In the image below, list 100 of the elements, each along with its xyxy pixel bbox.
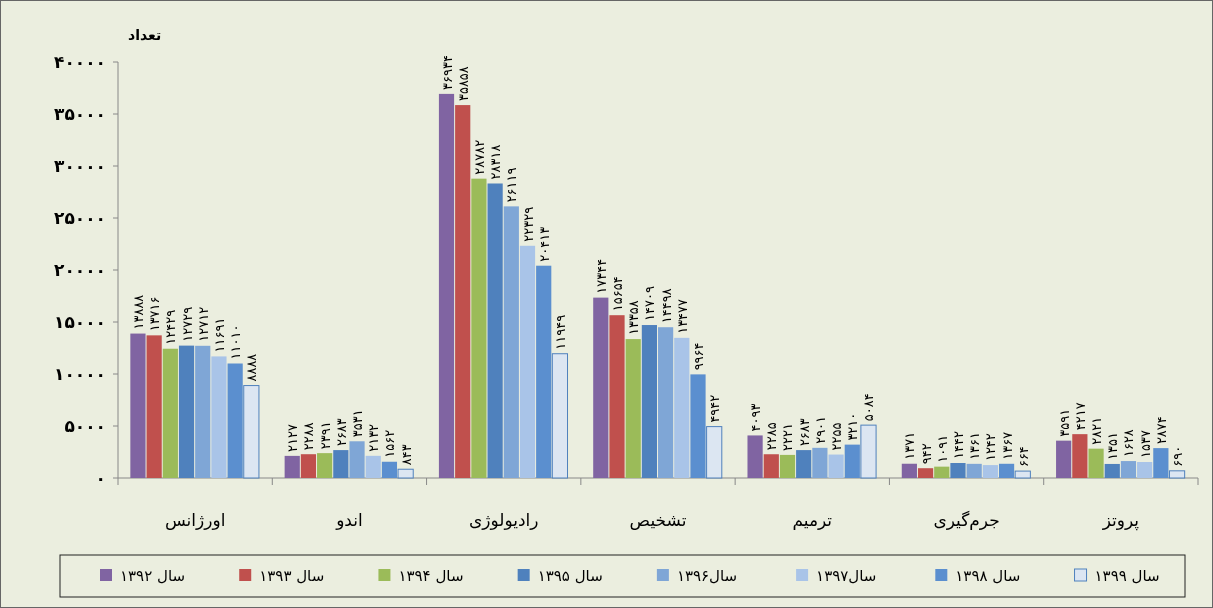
bar <box>796 450 812 478</box>
bar <box>901 463 917 478</box>
bar <box>966 463 982 478</box>
x-tick-label: جرم‌گیری <box>933 510 1000 530</box>
data-label: ۱۴۴۲ <box>950 431 966 459</box>
bar <box>982 465 998 478</box>
y-tick-label: ۲۰۰۰۰ <box>54 260 106 280</box>
data-label: ۲۸۳۱۸ <box>488 144 504 180</box>
data-label: ۲۸۲۱ <box>1089 416 1105 445</box>
bar <box>998 463 1015 478</box>
bar <box>1120 461 1137 478</box>
bar <box>1168 470 1186 479</box>
data-label: ۳۵۸۵۸ <box>455 66 471 102</box>
bar <box>812 447 828 478</box>
data-label: ۱۲۴۲۹ <box>163 309 179 345</box>
data-label: ۲۲۸۸ <box>301 422 317 451</box>
bar <box>763 454 779 478</box>
bar <box>471 178 487 478</box>
bar <box>178 345 195 478</box>
bar <box>641 325 657 478</box>
bar <box>317 453 333 478</box>
data-label: ۱۱۶۹۱ <box>211 317 227 353</box>
y-tick-label: ۱۰۰۰۰ <box>54 364 106 384</box>
bar <box>860 424 877 479</box>
bar <box>625 339 641 478</box>
bar <box>1153 448 1169 478</box>
legend-label: سال ۱۳۹۸ <box>955 567 1021 585</box>
data-label: ۲۹۰۱ <box>812 415 828 444</box>
data-label: ۱۱۰۱۰ <box>228 324 244 360</box>
bar <box>1014 470 1031 479</box>
data-label: ۱۳۷۱۶ <box>147 296 163 332</box>
data-label: ۱۰۹۱ <box>934 434 950 463</box>
bar <box>658 327 674 478</box>
bar <box>593 297 609 478</box>
data-label: ۱۶۲۸ <box>1121 429 1137 458</box>
y-axis-title: تعداد <box>128 27 162 43</box>
data-label: ۴۲۱۷ <box>1072 402 1088 431</box>
bar <box>438 93 455 478</box>
data-label: ۳۵۹۱ <box>1056 408 1072 437</box>
data-label: ۱۳۶۷ <box>999 431 1015 460</box>
y-tick-label: ۱۵۰۰۰ <box>54 312 106 332</box>
bar <box>674 337 690 478</box>
data-label: ۳۲۱۰ <box>845 412 861 441</box>
data-label: ۸۴۳ <box>398 444 414 466</box>
data-label: ۳۵۳۱ <box>350 409 366 438</box>
data-label: ۱۳۸۸۸ <box>130 294 146 330</box>
bar <box>828 454 844 478</box>
y-tick-label: ۲۵۰۰۰ <box>54 208 106 228</box>
y-tick-label: ۰ <box>95 468 106 488</box>
bar <box>333 450 349 478</box>
bar <box>690 374 706 478</box>
data-label: ۲۳۹۱ <box>317 421 333 450</box>
bar <box>284 455 300 478</box>
bar <box>211 356 227 478</box>
bar <box>349 441 365 478</box>
bar <box>1072 434 1088 478</box>
data-label: ۲۲۸۵ <box>764 422 780 451</box>
data-label: ۲۲۲۱ <box>780 422 796 451</box>
data-label: ۲۰۴۱۳ <box>536 226 552 262</box>
bar <box>381 461 398 478</box>
x-tick-label: رادیولوژی <box>468 510 539 530</box>
data-label: ۲۶۸۳ <box>333 418 349 447</box>
data-label: ۱۳۴۷۷ <box>674 298 690 334</box>
bar <box>779 454 796 478</box>
data-label: ۱۴۷۰۹ <box>642 286 658 322</box>
bar <box>844 444 860 478</box>
x-tick-label: پروتز <box>1101 510 1140 531</box>
data-label: ۴۹۴۲ <box>707 394 723 423</box>
bar <box>536 265 552 478</box>
bar <box>1137 462 1153 478</box>
data-label: ۸۸۸۸ <box>244 353 260 382</box>
data-label: ۳۶۹۳۴ <box>439 54 455 90</box>
data-label: ۵۰۸۴ <box>861 393 877 422</box>
y-tick-label: ۵۰۰۰ <box>64 416 106 436</box>
data-label: ۱۷۳۴۴ <box>593 258 609 294</box>
x-tick-label: اورژانس <box>164 510 226 530</box>
data-label: ۱۳۵۱ <box>1105 432 1121 460</box>
data-label: ۱۳۶۱ <box>967 431 983 460</box>
legend-label: سال ۱۳۹۴ <box>398 567 464 585</box>
bar <box>747 435 763 478</box>
bar <box>1104 463 1120 478</box>
data-label: ۲۱۳۲ <box>366 423 382 452</box>
bar <box>503 206 519 478</box>
bar <box>130 333 146 478</box>
legend-label: سال ۱۳۹۲ <box>120 567 186 585</box>
bar <box>950 463 966 478</box>
y-tick-label: ۳۰۰۰۰ <box>54 156 106 176</box>
y-tick-label: ۳۵۰۰۰ <box>54 104 106 124</box>
data-label: ۹۴۲ <box>918 443 934 465</box>
bar <box>146 335 162 478</box>
bar <box>162 348 178 478</box>
data-label: ۲۸۷۸۲ <box>471 139 487 175</box>
data-label: ۲۲۳۲۹ <box>520 206 536 242</box>
data-label: ۱۵۶۵۴ <box>610 276 625 312</box>
bar <box>397 468 414 479</box>
data-label: ۱۲۴۲ <box>983 433 999 462</box>
data-label: ۱۲۷۲۹ <box>179 306 195 342</box>
data-label: ۱۲۷۱۲ <box>195 306 211 342</box>
bar <box>706 426 723 479</box>
data-label: ۹۹۶۴ <box>691 342 706 371</box>
